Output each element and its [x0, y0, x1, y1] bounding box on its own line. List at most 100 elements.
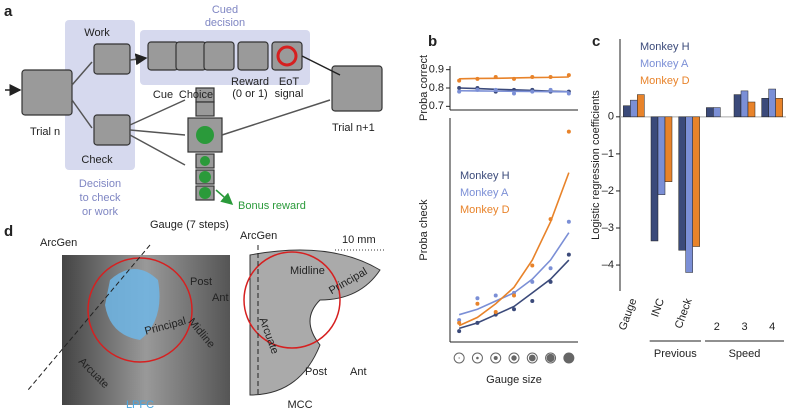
point	[566, 91, 571, 96]
legend-entry: Monkey H	[460, 170, 510, 182]
point	[512, 307, 516, 312]
screen	[331, 65, 383, 112]
decision-label: to check	[80, 192, 121, 204]
area-name: MCC	[287, 399, 312, 411]
group-label: Previous	[654, 348, 697, 360]
step-label: (0 or 1)	[232, 88, 267, 100]
y-tick-label: –1	[602, 148, 614, 160]
bar	[768, 88, 776, 118]
arcgen-line	[27, 244, 151, 391]
y-tick-label: 0.7	[429, 100, 444, 112]
bar	[657, 116, 666, 195]
legend-entry: Monkey A	[640, 58, 689, 70]
panel-label: a	[4, 3, 13, 20]
cued-label: decision	[205, 17, 245, 29]
x-tick-label: Check	[673, 296, 695, 330]
point	[457, 86, 462, 90]
point	[512, 76, 516, 81]
gauge-stack	[187, 87, 223, 201]
point	[457, 89, 462, 94]
bar	[713, 107, 721, 118]
bar	[733, 94, 742, 118]
label: ArcGen	[40, 237, 77, 249]
gauge-icon	[458, 357, 460, 359]
point	[566, 73, 571, 78]
point	[548, 217, 553, 222]
fit-line	[458, 172, 570, 327]
point	[566, 219, 571, 224]
point	[530, 89, 535, 94]
label: ArcGen	[240, 230, 277, 242]
y-axis-label: Proba check	[418, 199, 430, 261]
screen	[93, 43, 131, 75]
label: Post	[305, 366, 327, 378]
legend-entry: Monkey H	[640, 41, 690, 53]
bar	[740, 90, 749, 118]
point	[475, 76, 480, 81]
x-tick-label: 3	[741, 321, 747, 333]
label: Ant	[212, 292, 229, 304]
legend-entry: Monkey D	[640, 75, 690, 87]
screen	[147, 41, 179, 71]
point	[457, 78, 462, 83]
y-axis-label: Proba correct	[418, 55, 430, 121]
bar	[623, 105, 631, 118]
cued-label: Cued	[212, 4, 238, 16]
arrows	[71, 58, 331, 166]
x-tick-label: INC	[649, 297, 667, 319]
gauge-icon	[511, 355, 517, 361]
screen	[203, 41, 235, 71]
trial-label: Trial n	[30, 126, 60, 138]
gauge-icon	[546, 353, 555, 363]
point	[548, 87, 553, 92]
bar	[692, 116, 700, 247]
mcc-section	[249, 249, 381, 396]
point	[493, 75, 498, 79]
bar	[630, 99, 638, 118]
point	[530, 299, 535, 304]
label: 10 mm	[342, 234, 376, 246]
label: Post	[190, 276, 212, 288]
step-label: Reward	[231, 76, 269, 88]
x-tick-label: 2	[714, 321, 720, 333]
x-tick-label: 4	[769, 321, 775, 333]
step-label: Choice	[179, 89, 213, 101]
bar	[761, 98, 769, 118]
decision-label: Decision	[79, 178, 121, 190]
y-tick-label: –4	[602, 259, 614, 271]
bar	[637, 94, 645, 118]
panel-a: a Work Cued decision Cue Choice Reward (…	[4, 3, 383, 231]
eot-ring	[276, 45, 298, 67]
work-check-box	[65, 20, 135, 170]
lpfc-region	[105, 269, 160, 340]
bar	[678, 116, 686, 251]
y-tick-label: –2	[602, 185, 614, 197]
step-label: signal	[275, 88, 304, 100]
point	[530, 75, 535, 79]
point	[475, 301, 480, 306]
point	[530, 279, 535, 284]
x-tick-label: Gauge	[617, 297, 640, 332]
panel-label: d	[4, 223, 13, 240]
work-label: Work	[84, 27, 110, 39]
gauge-icon	[476, 356, 479, 360]
arrows	[5, 55, 341, 90]
bar	[664, 116, 673, 182]
y-tick-label: 0	[608, 111, 614, 123]
group-label: Speed	[729, 348, 761, 360]
point	[457, 329, 462, 334]
point	[566, 129, 571, 134]
panel-label: b	[428, 33, 437, 50]
y-tick-label: 0.8	[429, 82, 444, 94]
label: Ant	[350, 366, 367, 378]
area-name: LPFC	[126, 399, 154, 411]
legend-entry: Monkey A	[460, 187, 509, 199]
panel-label: c	[592, 33, 600, 50]
point	[512, 91, 516, 96]
bonus-label: Bonus reward	[238, 200, 306, 212]
y-axis-label: Logistic regression coefficients	[590, 90, 602, 240]
trial-label: Trial n+1	[332, 122, 375, 134]
point	[493, 293, 498, 298]
fit-line	[458, 232, 570, 316]
